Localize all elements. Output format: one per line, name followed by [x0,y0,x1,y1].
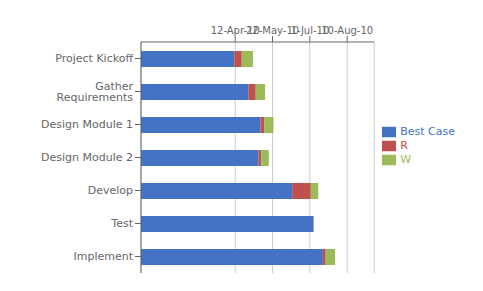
svg-text:1-Jul-10: 1-Jul-10 [290,25,330,36]
svg-text:Implement: Implement [73,250,133,263]
svg-text:GatherRequirements: GatherRequirements [57,80,134,104]
html-text:Best Case: Best Case [400,124,455,138]
svg-text:Test: Test [110,217,133,230]
svg-text:22-May-10: 22-May-10 [245,25,300,36]
svg-text:Develop: Develop [88,184,133,197]
svg-text:Design Module 2: Design Module 2 [41,151,133,164]
svg-text:Design Module 1: Design Module 1 [41,118,133,131]
html-text:W: W [400,152,412,166]
svg-text:10-Aug-10: 10-Aug-10 [321,25,373,36]
svg-text:12-Apr-10: 12-Apr-10 [210,25,260,36]
svg-text:Project Kickoff: Project Kickoff [55,52,133,65]
html-text:R: R [400,138,408,152]
